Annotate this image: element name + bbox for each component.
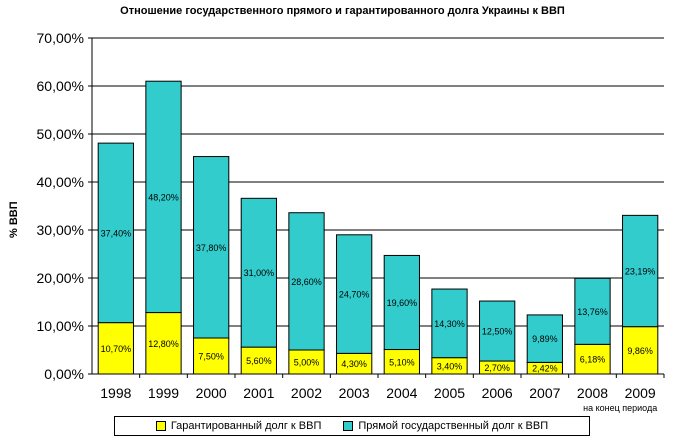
- data-label: 31,00%: [244, 268, 275, 278]
- y-tick-label: 20,00%: [37, 270, 84, 286]
- data-label: 24,70%: [339, 290, 370, 300]
- legend-swatch-direct: [343, 421, 354, 431]
- bar-segment-direct: [479, 300, 516, 362]
- x-tick-label: 2009: [625, 385, 656, 401]
- data-label: 9,89%: [532, 334, 558, 344]
- data-label: 5,10%: [389, 357, 415, 367]
- bar-segment-direct: [193, 156, 230, 339]
- data-label: 13,76%: [577, 307, 608, 317]
- y-tick-label: 60,00%: [37, 78, 84, 94]
- bar-segment-direct: [97, 142, 134, 324]
- data-label: 10,70%: [101, 344, 132, 354]
- y-tick-label: 70,00%: [37, 30, 84, 46]
- bar-segment-direct: [383, 254, 420, 351]
- legend-swatch-guaranteed: [155, 421, 166, 431]
- x-tick-label: 2000: [196, 385, 227, 401]
- y-tick-label: 10,00%: [37, 318, 84, 334]
- data-label: 12,80%: [148, 339, 179, 349]
- x-tick-note: на конец периода: [583, 403, 657, 413]
- bar-segment-direct: [526, 314, 563, 363]
- chart-title: Отношение государственного прямого и гар…: [120, 5, 565, 17]
- data-label: 12,50%: [482, 327, 513, 337]
- bar-segment-guaranteed: [193, 337, 230, 375]
- data-label: 37,80%: [196, 243, 227, 253]
- y-tick-label: 0,00%: [44, 366, 84, 382]
- data-label: 48,20%: [148, 192, 179, 202]
- bar-segment-direct: [336, 234, 373, 354]
- legend-item-guaranteed: Гарантированный долг к ВВП: [155, 420, 322, 432]
- x-tick-label: 2006: [482, 385, 513, 401]
- data-label: 14,30%: [434, 319, 465, 329]
- data-label: 37,40%: [101, 228, 132, 238]
- y-tick-label: 30,00%: [37, 222, 84, 238]
- x-tick-label: 2001: [243, 385, 274, 401]
- bar-segment-direct: [431, 288, 468, 359]
- data-label: 9,86%: [627, 346, 653, 356]
- bar-segment-guaranteed: [240, 346, 277, 375]
- bar-segment-guaranteed: [574, 343, 611, 375]
- bar-segment-direct: [288, 212, 325, 351]
- data-label: 5,00%: [294, 358, 320, 368]
- y-tick-label: 40,00%: [37, 174, 84, 190]
- legend-label-guaranteed: Гарантированный долг к ВВП: [170, 420, 322, 432]
- bar-segment-direct: [240, 197, 277, 348]
- x-tick-label: 1998: [100, 385, 131, 401]
- data-label: 5,60%: [246, 356, 272, 366]
- x-tick-label: 2004: [386, 385, 417, 401]
- x-tick-label: 2005: [434, 385, 465, 401]
- bar-segment-guaranteed: [97, 322, 134, 375]
- y-tick-label: 50,00%: [37, 126, 84, 142]
- x-tick-label: 2002: [291, 385, 322, 401]
- x-tick-label: 2003: [339, 385, 370, 401]
- legend: Гарантированный долг к ВВП Прямой госуда…: [114, 416, 590, 436]
- x-tick-label: 2007: [529, 385, 560, 401]
- legend-label-direct: Прямой государственный долг к ВВП: [358, 420, 549, 432]
- x-tick-label: 2008: [577, 385, 608, 401]
- data-label: 23,19%: [625, 267, 656, 277]
- x-tick-label: 1999: [148, 385, 179, 401]
- bar-segment-direct: [574, 277, 611, 345]
- bar-segment-guaranteed: [622, 326, 659, 375]
- data-label: 2,42%: [532, 364, 558, 374]
- data-label: 28,60%: [291, 277, 322, 287]
- bar-segment-guaranteed: [145, 312, 182, 375]
- legend-item-direct: Прямой государственный долг к ВВП: [343, 420, 548, 432]
- data-label: 2,70%: [484, 363, 510, 373]
- data-label: 7,50%: [198, 352, 224, 362]
- data-label: 3,40%: [437, 361, 463, 371]
- data-label: 19,60%: [387, 298, 418, 308]
- bar-segment-direct: [622, 214, 659, 328]
- bar-segment-direct: [145, 80, 182, 314]
- data-label: 4,30%: [341, 359, 367, 369]
- data-label: 6,18%: [580, 355, 606, 365]
